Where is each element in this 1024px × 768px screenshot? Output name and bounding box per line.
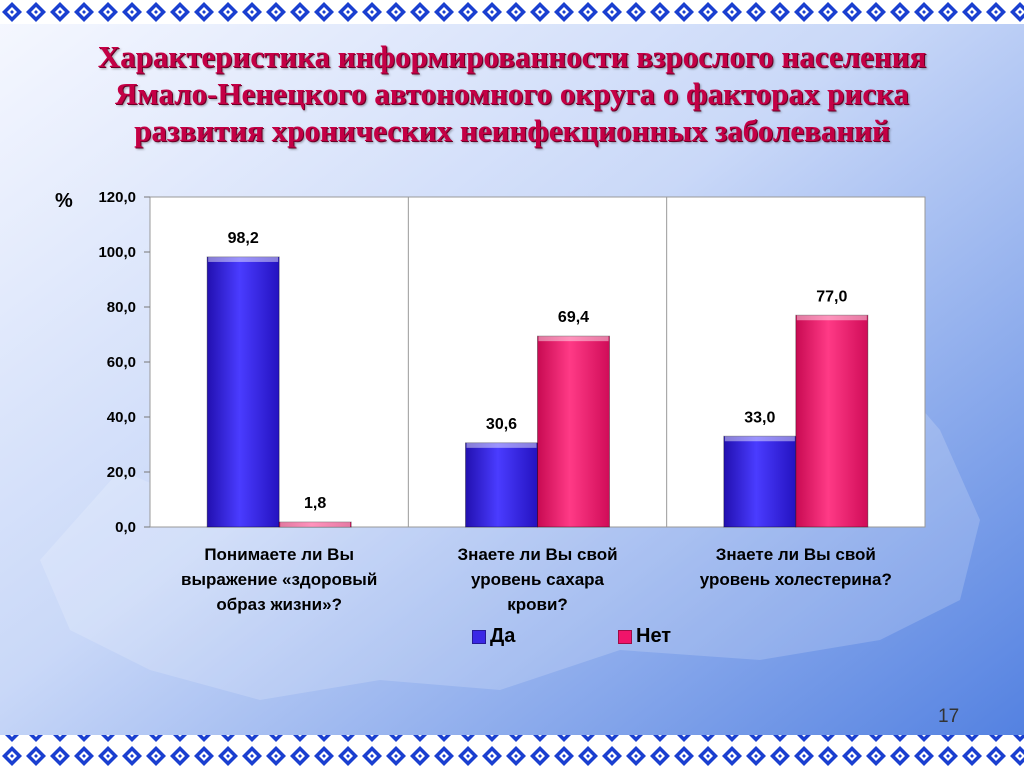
data-label-net-3: 77,0	[816, 288, 847, 305]
x-category-label-line: уровень сахара	[471, 570, 604, 589]
data-label-da-3: 33,0	[744, 409, 775, 426]
legend-swatch-da	[472, 629, 486, 644]
bottom-ornament-border	[0, 735, 1024, 768]
y-tick-label: 40,0	[107, 409, 136, 426]
y-tick-label: 100,0	[98, 244, 136, 261]
x-category-label-2: Знаете ли Вы свой уровень сахара крови?	[413, 542, 663, 617]
y-tick-label: 60,0	[107, 354, 136, 371]
title-line-1: Характеристика информированности взросло…	[97, 39, 927, 74]
bar-cap-net-2	[538, 336, 609, 342]
x-category-label-1: Понимаете ли Вы выражение «здоровый образ …	[154, 542, 404, 617]
bar-da-3	[723, 435, 797, 528]
y-tick-label: 0,0	[115, 519, 136, 536]
x-category-label-3: Знаете ли Вы свой уровень холестерина?	[671, 542, 921, 592]
slide-title: Характеристика информированности взросло…	[40, 38, 984, 149]
bar-cap-net-1	[280, 522, 351, 527]
legend-item-net: Нет	[618, 625, 671, 648]
data-label-net-1: 1,8	[304, 495, 326, 512]
bar-cap-net-3	[796, 315, 867, 321]
legend-swatch-net	[618, 629, 632, 644]
bar-da-2	[465, 442, 538, 528]
data-labels: 98,2 1,8 30,6 69,4 33,0 77,0	[228, 230, 848, 512]
y-axis-ticks: 0,0 20,0 40,0 60,0 80,0 100,0 120,0	[98, 189, 150, 536]
data-label-da-2: 30,6	[486, 416, 517, 433]
bar-cap-da-2	[466, 442, 537, 448]
bars	[206, 256, 869, 528]
bar-net-3	[795, 314, 869, 528]
y-axis-unit-label: %	[55, 190, 73, 212]
y-tick-label: 120,0	[98, 189, 136, 206]
bar-cap-da-3	[724, 436, 795, 442]
legend-label-da: Да	[490, 625, 516, 647]
top-ornament-border	[0, 0, 1024, 24]
y-tick-label: 80,0	[107, 299, 136, 316]
y-tick-label: 20,0	[107, 464, 136, 481]
data-label-net-2: 69,4	[558, 309, 589, 326]
bar-net-2	[537, 335, 610, 528]
bar-cap-da-1	[208, 256, 279, 262]
x-category-label-line: Знаете ли Вы свой	[457, 545, 618, 564]
legend-item-da: Да	[472, 625, 515, 648]
bar-da-1	[206, 256, 280, 528]
x-category-label-line: Понимаете ли Вы	[204, 545, 354, 564]
data-label-da-1: 98,2	[228, 230, 259, 247]
bar-net-1	[278, 521, 352, 528]
title-line-3: развития хронических неинфекционных забо…	[134, 113, 890, 148]
x-category-label-line: уровень холестерина?	[699, 570, 892, 589]
x-category-label-line: крови?	[507, 595, 568, 614]
title-line-2: Ямало-Ненецкого автономного округа о фак…	[115, 76, 909, 111]
x-category-label-line: выражение «здоровый	[181, 570, 378, 589]
x-category-label-line: образ жизни»?	[216, 595, 342, 614]
legend-label-net: Нет	[636, 625, 672, 647]
page-number: 17	[938, 706, 960, 727]
x-category-label-line: Знаете ли Вы свой	[715, 545, 876, 564]
category-separators	[407, 197, 668, 527]
